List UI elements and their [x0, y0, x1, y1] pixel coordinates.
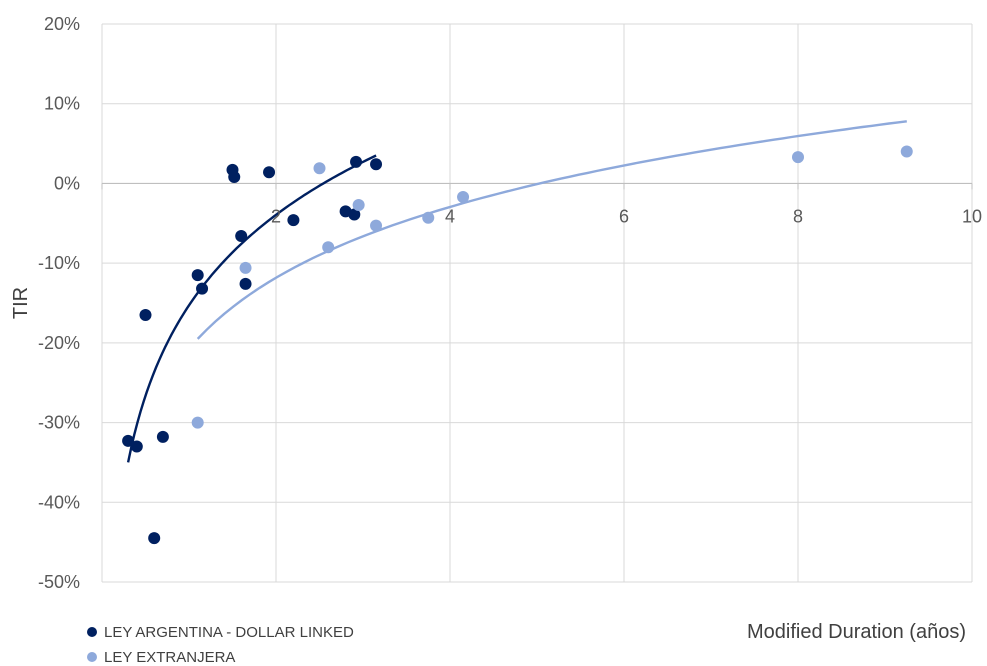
point-series-1 [148, 532, 161, 545]
legend-label-ley-argentina: LEY ARGENTINA - DOLLAR LINKED [104, 624, 354, 641]
legend: LEY ARGENTINA - DOLLAR LINKED LEY EXTRAN… [87, 624, 354, 666]
point-series-1 [235, 230, 248, 243]
point-series-1 [191, 269, 204, 282]
y-tick-label: 20% [44, 14, 80, 34]
y-tick-label: 0% [54, 173, 80, 193]
x-axis-title: Modified Duration (años) [747, 621, 966, 643]
point-series-2 [313, 162, 326, 175]
legend-label-ley-extranjera: LEY EXTRANJERA [104, 649, 235, 666]
point-series-1 [130, 440, 143, 453]
trendlines [126, 120, 907, 463]
point-series-2 [457, 190, 470, 203]
point-series-2 [191, 416, 204, 429]
point-series-2 [422, 211, 435, 224]
point-series-1 [348, 208, 361, 221]
point-series-1 [287, 214, 300, 227]
gridlines [101, 23, 973, 583]
x-tick-label: 2 [271, 206, 281, 226]
y-tick-label: -30% [38, 413, 80, 433]
trendline-series-1 [126, 154, 377, 463]
x-tick-label: 6 [619, 206, 629, 226]
point-series-1 [196, 282, 209, 295]
point-series-1 [350, 155, 363, 168]
y-axis-title: TIR [10, 287, 32, 319]
trendline-series-2 [196, 120, 907, 340]
point-series-2 [792, 151, 804, 164]
y-tick-label: -20% [38, 333, 80, 353]
point-series-2 [900, 145, 913, 158]
y-tick-label: -40% [38, 492, 80, 512]
legend-marker-ley-argentina [87, 627, 97, 637]
point-series-1 [122, 434, 135, 447]
x-tick-label: 10 [962, 206, 982, 226]
y-tick-label: 10% [44, 94, 80, 114]
point-series-1 [156, 430, 169, 443]
point-series-1 [239, 277, 252, 290]
x-tick-label: 4 [445, 206, 455, 226]
point-series-1 [228, 171, 241, 184]
point-series-1 [370, 158, 383, 171]
point-series-2 [370, 219, 383, 232]
point-series-1 [263, 166, 276, 179]
point-series-2 [239, 261, 252, 274]
y-tick-label: -50% [38, 572, 80, 592]
x-tick-labels: 2 4 6 8 10 [271, 206, 982, 226]
y-tick-label: -10% [38, 253, 80, 273]
data-points [122, 145, 913, 545]
legend-marker-ley-extranjera [87, 652, 97, 662]
point-series-2 [322, 241, 335, 254]
point-series-2 [352, 198, 365, 211]
x-tick-label: 8 [793, 206, 803, 226]
y-tick-labels: 20% 10% 0% -10% -20% -30% -40% -50% [38, 14, 80, 592]
point-series-1 [139, 308, 152, 321]
